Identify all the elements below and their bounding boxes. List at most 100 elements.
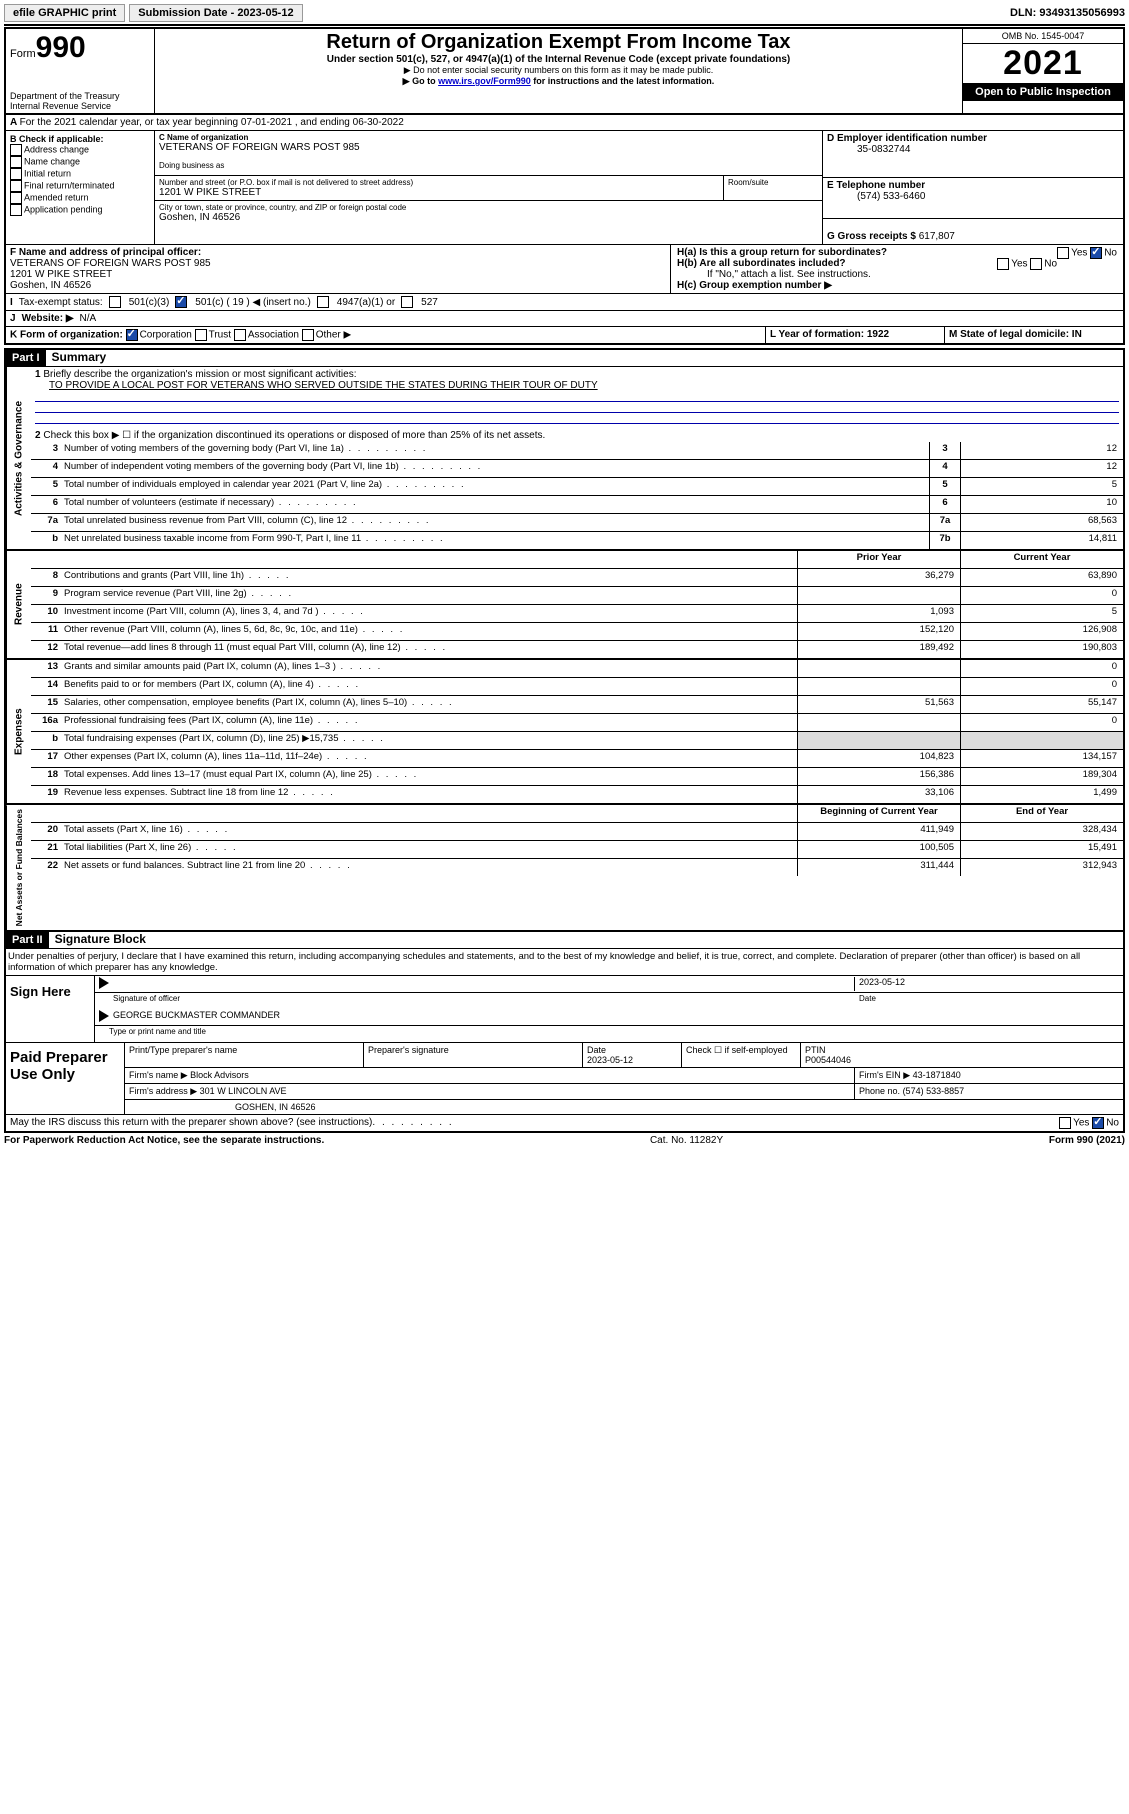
line-17: 17 Other expenses (Part IX, column (A), … — [31, 750, 1123, 768]
line-21: 21 Total liabilities (Part X, line 26) 1… — [31, 841, 1123, 859]
form-subtitle-3: ▶ Go to www.irs.gov/Form990 for instruct… — [161, 76, 956, 87]
b-header: B Check if applicable: — [10, 134, 150, 144]
city-label: City or town, state or province, country… — [159, 203, 818, 212]
officer-addr1: 1201 W PIKE STREET — [10, 269, 666, 280]
chk-initial-return[interactable]: Initial return — [10, 168, 150, 180]
irs-label: Internal Revenue Service — [10, 101, 150, 111]
end-year-hdr: End of Year — [960, 805, 1123, 822]
ha-yes[interactable] — [1057, 247, 1069, 259]
line-20: 20 Total assets (Part X, line 16) 411,94… — [31, 823, 1123, 841]
arrow-icon — [99, 1010, 109, 1022]
line-i: I Tax-exempt status: 501(c)(3) 501(c) ( … — [4, 294, 1125, 311]
k-other[interactable] — [302, 329, 314, 341]
footer-left: For Paperwork Reduction Act Notice, see … — [4, 1135, 324, 1146]
discuss-yes[interactable] — [1059, 1117, 1071, 1129]
i-501c[interactable] — [175, 296, 187, 308]
sign-date: 2023-05-12 — [854, 977, 1119, 991]
line-9: 9 Program service revenue (Part VIII, li… — [31, 587, 1123, 605]
section-c: C Name of organization VETERANS OF FOREI… — [155, 131, 822, 244]
prep-sig-hdr: Preparer's signature — [363, 1043, 582, 1067]
section-b: B Check if applicable: Address change Na… — [6, 131, 155, 244]
expenses-section: Expenses 13 Grants and similar amounts p… — [4, 660, 1125, 805]
firm-name-cell: Firm's name ▶ Block Advisors — [124, 1068, 854, 1083]
form-subtitle-1: Under section 501(c), 527, or 4947(a)(1)… — [161, 54, 956, 65]
form-number: Form990 — [10, 31, 150, 65]
ha-no[interactable] — [1090, 247, 1102, 259]
prior-year-hdr: Prior Year — [797, 551, 960, 568]
penalty-statement: Under penalties of perjury, I declare th… — [4, 949, 1125, 975]
chk-name-change[interactable]: Name change — [10, 156, 150, 168]
sig-officer-label: Signature of officer — [99, 994, 855, 1008]
h-a: H(a) Is this a group return for subordin… — [677, 247, 1117, 258]
gov-line-5: 5 Total number of individuals employed i… — [31, 478, 1123, 496]
k-association[interactable] — [234, 329, 246, 341]
prep-date-hdr: Date2023-05-12 — [582, 1043, 681, 1067]
part-1-header: Part ISummary — [4, 348, 1125, 367]
i-501c3[interactable] — [109, 296, 121, 308]
dln-text: DLN: 93493135056993 — [1010, 7, 1125, 19]
officer-name: VETERANS OF FOREIGN WARS POST 985 — [10, 258, 666, 269]
vlabel-governance: Activities & Governance — [6, 367, 31, 549]
line2-text: Check this box ▶ ☐ if the organization d… — [43, 430, 545, 441]
chk-application-pending[interactable]: Application pending — [10, 204, 150, 216]
gov-line-7a: 7a Total unrelated business revenue from… — [31, 514, 1123, 532]
i-527[interactable] — [401, 296, 413, 308]
chk-final-return[interactable]: Final return/terminated — [10, 180, 150, 192]
chk-amended-return[interactable]: Amended return — [10, 192, 150, 204]
submission-date-button[interactable]: Submission Date - 2023-05-12 — [129, 4, 302, 22]
e-label: E Telephone number — [827, 180, 1119, 191]
firm-addr-cell: Firm's address ▶ 301 W LINCOLN AVE — [124, 1084, 854, 1099]
current-year-hdr: Current Year — [960, 551, 1123, 568]
ein-value: 35-0832744 — [827, 144, 1119, 155]
section-d-e-g: D Employer identification number 35-0832… — [822, 131, 1123, 244]
section-a-through-g: A For the 2021 calendar year, or tax yea… — [4, 115, 1125, 245]
line-18: 18 Total expenses. Add lines 13–17 (must… — [31, 768, 1123, 786]
line1-q: Briefly describe the organization's miss… — [43, 369, 356, 380]
i-4947[interactable] — [317, 296, 329, 308]
line-13: 13 Grants and similar amounts paid (Part… — [31, 660, 1123, 678]
form-header: Form990 Department of the Treasury Inter… — [4, 27, 1125, 115]
k-trust[interactable] — [195, 329, 207, 341]
governance-section: Activities & Governance 1 Briefly descri… — [4, 367, 1125, 551]
beg-year-hdr: Beginning of Current Year — [797, 805, 960, 822]
prep-self-employed[interactable]: Check ☐ if self-employed — [681, 1043, 800, 1067]
street-address: 1201 W PIKE STREET — [159, 187, 719, 198]
gross-receipts: 617,807 — [919, 231, 955, 242]
signature-block: Sign Here 2023-05-12 Signature of office… — [4, 975, 1125, 1133]
room-label: Room/suite — [728, 178, 818, 187]
discuss-no[interactable] — [1092, 1117, 1104, 1129]
footer-cat: Cat. No. 11282Y — [650, 1135, 723, 1146]
name-title-label: Type or print name and title — [94, 1026, 1123, 1042]
vlabel-net: Net Assets or Fund Balances — [6, 805, 31, 930]
line-15: 15 Salaries, other compensation, employe… — [31, 696, 1123, 714]
hb-no[interactable] — [1030, 258, 1042, 270]
f-label: F Name and address of principal officer: — [10, 247, 666, 258]
irs-link[interactable]: www.irs.gov/Form990 — [438, 76, 531, 86]
dept-label: Department of the Treasury — [10, 91, 150, 101]
d-label: D Employer identification number — [827, 133, 1119, 144]
mission-text: TO PROVIDE A LOCAL POST FOR VETERANS WHO… — [35, 380, 1119, 391]
line-l: L Year of formation: 1922 — [765, 327, 944, 343]
arrow-icon — [99, 977, 109, 989]
page-footer: For Paperwork Reduction Act Notice, see … — [4, 1133, 1125, 1148]
line-22: 22 Net assets or fund balances. Subtract… — [31, 859, 1123, 876]
paid-preparer-label: Paid Preparer Use Only — [6, 1043, 124, 1114]
k-corporation[interactable] — [126, 329, 138, 341]
revenue-section: Revenue Prior Year Current Year 8 Contri… — [4, 551, 1125, 660]
g-label: G Gross receipts $ — [827, 231, 916, 242]
hb-yes[interactable] — [997, 258, 1009, 270]
line-j: J Website: ▶ N/A — [4, 311, 1125, 327]
website-value: N/A — [80, 313, 97, 324]
line-8: 8 Contributions and grants (Part VIII, l… — [31, 569, 1123, 587]
firm-phone-cell: Phone no. (574) 533-8857 — [854, 1084, 1123, 1099]
efile-button[interactable]: efile GRAPHIC print — [4, 4, 125, 22]
line-10: 10 Investment income (Part VIII, column … — [31, 605, 1123, 623]
section-f-h: F Name and address of principal officer:… — [4, 245, 1125, 294]
line-m: M State of legal domicile: IN — [944, 327, 1123, 343]
chk-address-change[interactable]: Address change — [10, 144, 150, 156]
vlabel-revenue: Revenue — [6, 551, 31, 658]
officer-signed-name: GEORGE BUCKMASTER COMMANDER — [111, 1010, 280, 1024]
omb-number: OMB No. 1545-0047 — [963, 29, 1123, 44]
firm-addr2-cell: GOSHEN, IN 46526 — [124, 1100, 1123, 1114]
sig-date-label: Date — [855, 994, 1119, 1008]
